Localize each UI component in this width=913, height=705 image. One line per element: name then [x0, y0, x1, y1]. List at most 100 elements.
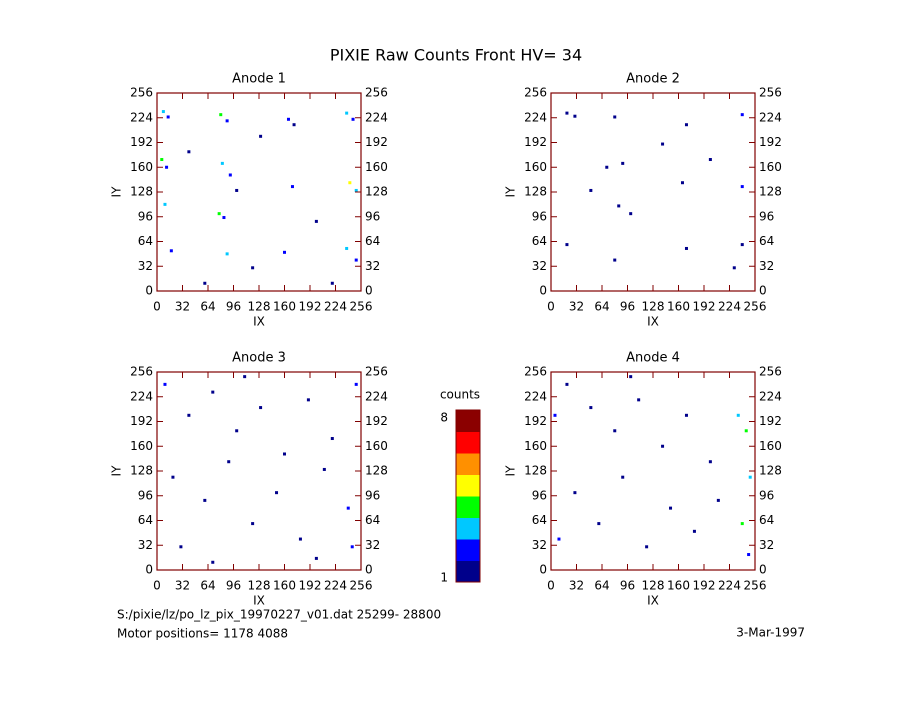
colorbar-frame	[455, 409, 481, 583]
count-pixel	[716, 498, 720, 502]
count-pixel	[669, 506, 673, 510]
y-tick-label-right: 32	[759, 538, 774, 552]
y-tick-label: 128	[130, 464, 153, 478]
y-tick-label: 192	[130, 135, 153, 149]
count-pixel	[708, 460, 712, 464]
y-tick-label-right: 192	[759, 414, 782, 428]
y-axis-label: IY	[504, 465, 518, 477]
y-tick-label-right: 32	[365, 538, 380, 552]
y-tick-label-right: 96	[759, 209, 774, 223]
y-tick-label-right: 160	[365, 439, 388, 453]
y-tick-label: 224	[130, 110, 153, 124]
count-pixel	[589, 406, 593, 410]
count-pixel	[346, 506, 350, 510]
y-tick-label: 96	[138, 209, 153, 223]
file-info: S:/pixie/lz/po_lz_pix_19970227_v01.dat 2…	[117, 608, 441, 622]
y-tick-label-right: 96	[365, 488, 380, 502]
y-tick-label-right: 128	[759, 185, 782, 199]
count-pixel	[629, 375, 633, 379]
count-pixel	[330, 437, 334, 441]
count-pixel	[219, 113, 223, 117]
y-axis-label: IY	[504, 186, 518, 198]
count-pixel	[565, 243, 569, 247]
y-tick-label-right: 0	[365, 563, 373, 577]
y-tick-label: 32	[532, 259, 547, 273]
count-pixel	[621, 475, 625, 479]
y-tick-label: 160	[524, 160, 547, 174]
count-pixel	[217, 212, 221, 216]
y-tick-label-right: 0	[759, 563, 767, 577]
count-pixel	[275, 491, 279, 495]
colorbar-segment	[456, 410, 480, 432]
count-pixel	[259, 134, 263, 138]
x-tick-label: 192	[693, 300, 716, 314]
panel-title: Anode 2	[626, 72, 680, 87]
y-tick-label-right: 32	[759, 259, 774, 273]
count-pixel	[211, 560, 215, 564]
count-pixel	[732, 266, 736, 270]
x-tick-label: 224	[718, 300, 741, 314]
y-tick-label: 32	[532, 538, 547, 552]
x-tick-label: 0	[547, 579, 555, 593]
y-tick-label: 32	[138, 259, 153, 273]
count-pixel	[314, 556, 318, 560]
y-tick-label: 32	[138, 538, 153, 552]
y-tick-label: 64	[138, 234, 153, 248]
count-pixel	[171, 475, 175, 479]
count-pixel	[744, 429, 748, 433]
count-pixel	[740, 522, 744, 526]
count-pixel	[740, 243, 744, 247]
count-pixel	[345, 111, 349, 115]
x-tick-label: 256	[744, 579, 767, 593]
y-tick-label-right: 224	[365, 110, 388, 124]
x-tick-label: 128	[248, 579, 271, 593]
x-tick-label: 64	[200, 300, 215, 314]
y-tick-label-right: 256	[759, 86, 782, 100]
y-tick-label-right: 192	[365, 414, 388, 428]
count-pixel	[354, 382, 358, 386]
panel-title: Anode 1	[232, 72, 286, 87]
colorbar-tick-label: 8	[440, 411, 448, 425]
x-tick-label: 128	[642, 579, 665, 593]
y-tick-label: 256	[130, 86, 153, 100]
count-pixel	[220, 161, 224, 165]
count-pixel	[298, 537, 302, 541]
y-tick-label: 128	[130, 185, 153, 199]
y-tick-label: 256	[524, 365, 547, 379]
y-tick-label: 0	[145, 284, 153, 298]
x-tick-label: 32	[569, 579, 584, 593]
y-tick-label-right: 192	[365, 135, 388, 149]
count-pixel	[637, 398, 641, 402]
x-tick-label: 256	[350, 579, 373, 593]
count-pixel	[187, 150, 191, 154]
colorbar-segment	[456, 453, 480, 475]
x-tick-label: 96	[620, 300, 635, 314]
y-tick-label: 64	[532, 513, 547, 527]
y-tick-label: 0	[539, 284, 547, 298]
y-axis-label: IY	[110, 186, 124, 198]
x-axis-label: IX	[647, 594, 659, 608]
x-tick-label: 192	[693, 579, 716, 593]
x-tick-label: 96	[620, 579, 635, 593]
colorbar-segment	[456, 517, 480, 540]
x-tick-label: 160	[667, 579, 690, 593]
y-tick-label-right: 0	[759, 284, 767, 298]
y-tick-label-right: 160	[365, 160, 388, 174]
count-pixel	[330, 281, 334, 285]
y-tick-label: 192	[524, 135, 547, 149]
count-pixel	[286, 117, 290, 121]
y-tick-label: 192	[524, 414, 547, 428]
y-tick-label-right: 224	[759, 389, 782, 403]
count-pixel	[613, 429, 617, 433]
count-pixel	[306, 398, 310, 402]
y-tick-label: 128	[524, 185, 547, 199]
y-tick-label: 160	[130, 160, 153, 174]
x-tick-label: 160	[273, 300, 296, 314]
x-tick-label: 192	[299, 300, 322, 314]
count-pixel	[243, 375, 247, 379]
count-pixel	[203, 498, 207, 502]
y-tick-label: 128	[524, 464, 547, 478]
count-pixel	[314, 219, 318, 223]
count-pixel	[225, 119, 229, 123]
count-pixel	[680, 181, 684, 185]
